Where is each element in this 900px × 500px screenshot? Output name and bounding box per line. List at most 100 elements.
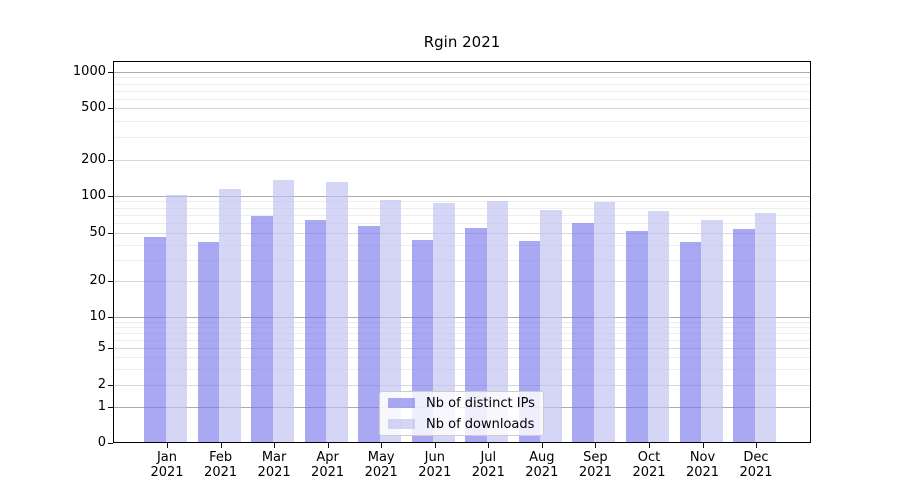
y-tick-0 <box>108 443 113 444</box>
bar-may-distinct-ips <box>358 226 380 443</box>
legend-label-distinct-ips: Nb of distinct IPs <box>426 395 535 411</box>
x-tick-label-year: 2021 <box>364 465 398 480</box>
gridline-minor-y-40 <box>113 244 811 246</box>
gridline-minor-y-9 <box>113 321 811 323</box>
gridline-minor-y-400 <box>113 120 811 122</box>
x-tick-label-month: Aug <box>529 450 555 465</box>
gridline-minor-y-90 <box>113 201 811 203</box>
x-tick-label-month: Mar <box>261 450 287 465</box>
gridline-minor-y-70 <box>113 215 811 216</box>
y-tick-label-0: 0 <box>97 435 106 450</box>
x-tick-label-feb: Feb 2021 <box>193 450 249 480</box>
x-tick-label-may: May 2021 <box>353 450 409 480</box>
y-tick-label-500: 500 <box>81 100 106 116</box>
x-tick-label-year: 2021 <box>685 465 720 480</box>
x-tick-feb <box>220 443 222 448</box>
bar-mar-distinct-ips <box>251 215 273 443</box>
legend-item-downloads: Nb of downloads <box>380 415 543 433</box>
x-tick-label-year: 2021 <box>150 465 184 480</box>
x-tick-label-month: Feb <box>209 450 233 465</box>
bar-jan-distinct-ips <box>144 236 166 443</box>
bar-feb-downloads <box>219 189 241 443</box>
y-tick-200 <box>108 160 113 161</box>
gridline-minor-y-60 <box>113 223 811 225</box>
x-tick-label-month: May <box>367 450 395 465</box>
legend-swatch-distinct-ips <box>388 398 415 408</box>
bar-nov-distinct-ips <box>679 242 701 443</box>
bar-dec-distinct-ips <box>733 229 755 443</box>
legend-item-distinct-ips: Nb of distinct IPs <box>380 394 543 412</box>
x-tick-label-year: 2021 <box>311 465 345 480</box>
y-tick-2 <box>108 385 113 386</box>
x-tick-label-month: Sep <box>583 450 608 465</box>
x-tick-label-year: 2021 <box>632 465 666 480</box>
x-tick-label-month: Jun <box>424 450 445 465</box>
y-tick-20 <box>108 280 113 282</box>
bar-aug-downloads <box>540 209 562 443</box>
x-tick-label-jan: Jan 2021 <box>139 450 195 480</box>
y-tick-500 <box>108 108 113 110</box>
x-tick-label-nov: Nov 2021 <box>675 450 731 480</box>
y-tick-50 <box>108 233 113 235</box>
gridline-y-100 <box>113 195 811 197</box>
x-tick-label-month: Dec <box>743 450 769 465</box>
y-tick-label-20: 20 <box>89 272 106 288</box>
x-tick-label-mar: Mar 2021 <box>246 450 302 480</box>
bar-apr-downloads <box>326 181 348 443</box>
y-tick-1 <box>108 407 113 408</box>
x-tick-label-month: Jan <box>156 450 178 465</box>
y-tick-label-1: 1 <box>97 399 106 414</box>
x-tick-label-oct: Oct 2021 <box>621 450 677 480</box>
legend-swatch-downloads <box>388 419 415 429</box>
gridline-minor-y-30 <box>113 259 811 261</box>
gridline-y-200 <box>113 160 811 161</box>
gridline-y-500 <box>113 108 811 110</box>
gridline-minor-y-300 <box>113 137 811 139</box>
gridline-y-10 <box>113 316 811 318</box>
x-tick-label-aug: Aug 2021 <box>514 450 570 480</box>
y-tick-100 <box>108 195 113 197</box>
y-tick-label-2: 2 <box>97 377 106 392</box>
plot-area: Nb of distinct IPs Nb of downloads <box>113 61 811 443</box>
gridline-minor-y-3 <box>113 368 811 370</box>
bar-sep-downloads <box>593 202 616 443</box>
x-tick-mar <box>274 443 276 448</box>
gridline-y-20 <box>113 280 811 282</box>
x-tick-label-dec: Dec 2021 <box>728 450 784 480</box>
bar-apr-distinct-ips <box>304 219 327 443</box>
x-tick-label-year: 2021 <box>257 465 291 480</box>
gridline-y-1000 <box>113 71 811 73</box>
bar-mar-downloads <box>272 179 295 443</box>
bar-oct-distinct-ips <box>626 231 648 443</box>
bar-oct-downloads <box>647 210 669 443</box>
gridline-minor-y-600 <box>113 98 811 100</box>
gridline-minor-y-800 <box>113 83 811 85</box>
gridline-minor-y-4 <box>113 357 811 359</box>
x-tick-label-year: 2021 <box>418 465 452 480</box>
x-tick-label-year: 2021 <box>525 465 559 480</box>
x-tick-label-month: Nov <box>689 450 716 465</box>
bar-feb-distinct-ips <box>197 242 219 443</box>
y-tick-label-50: 50 <box>89 225 106 241</box>
x-tick-label-sep: Sep 2021 <box>567 450 623 480</box>
gridline-y-2 <box>113 385 811 386</box>
y-tick-label-100: 100 <box>81 187 106 203</box>
bar-dec-downloads <box>754 212 776 443</box>
bar-jan-downloads <box>165 195 187 443</box>
x-tick-label-apr: Apr 2021 <box>300 450 356 480</box>
x-tick-label-jul: Jul 2021 <box>460 450 516 480</box>
gridline-minor-y-6 <box>113 340 811 341</box>
bar-may-downloads <box>379 200 402 443</box>
x-tick-apr <box>327 443 329 448</box>
y-tick-label-200: 200 <box>81 152 106 167</box>
bar-sep-distinct-ips <box>572 223 594 443</box>
y-tick-5 <box>108 348 113 350</box>
x-tick-oct <box>649 443 650 448</box>
y-tick-10 <box>108 316 113 318</box>
legend-label-downloads: Nb of downloads <box>426 416 535 432</box>
x-tick-label-year: 2021 <box>578 465 612 480</box>
gridline-y-50 <box>113 233 811 235</box>
x-tick-may <box>381 443 383 448</box>
legend: Nb of distinct IPs Nb of downloads <box>379 391 544 436</box>
x-tick-label-jun: Jun 2021 <box>407 450 463 480</box>
